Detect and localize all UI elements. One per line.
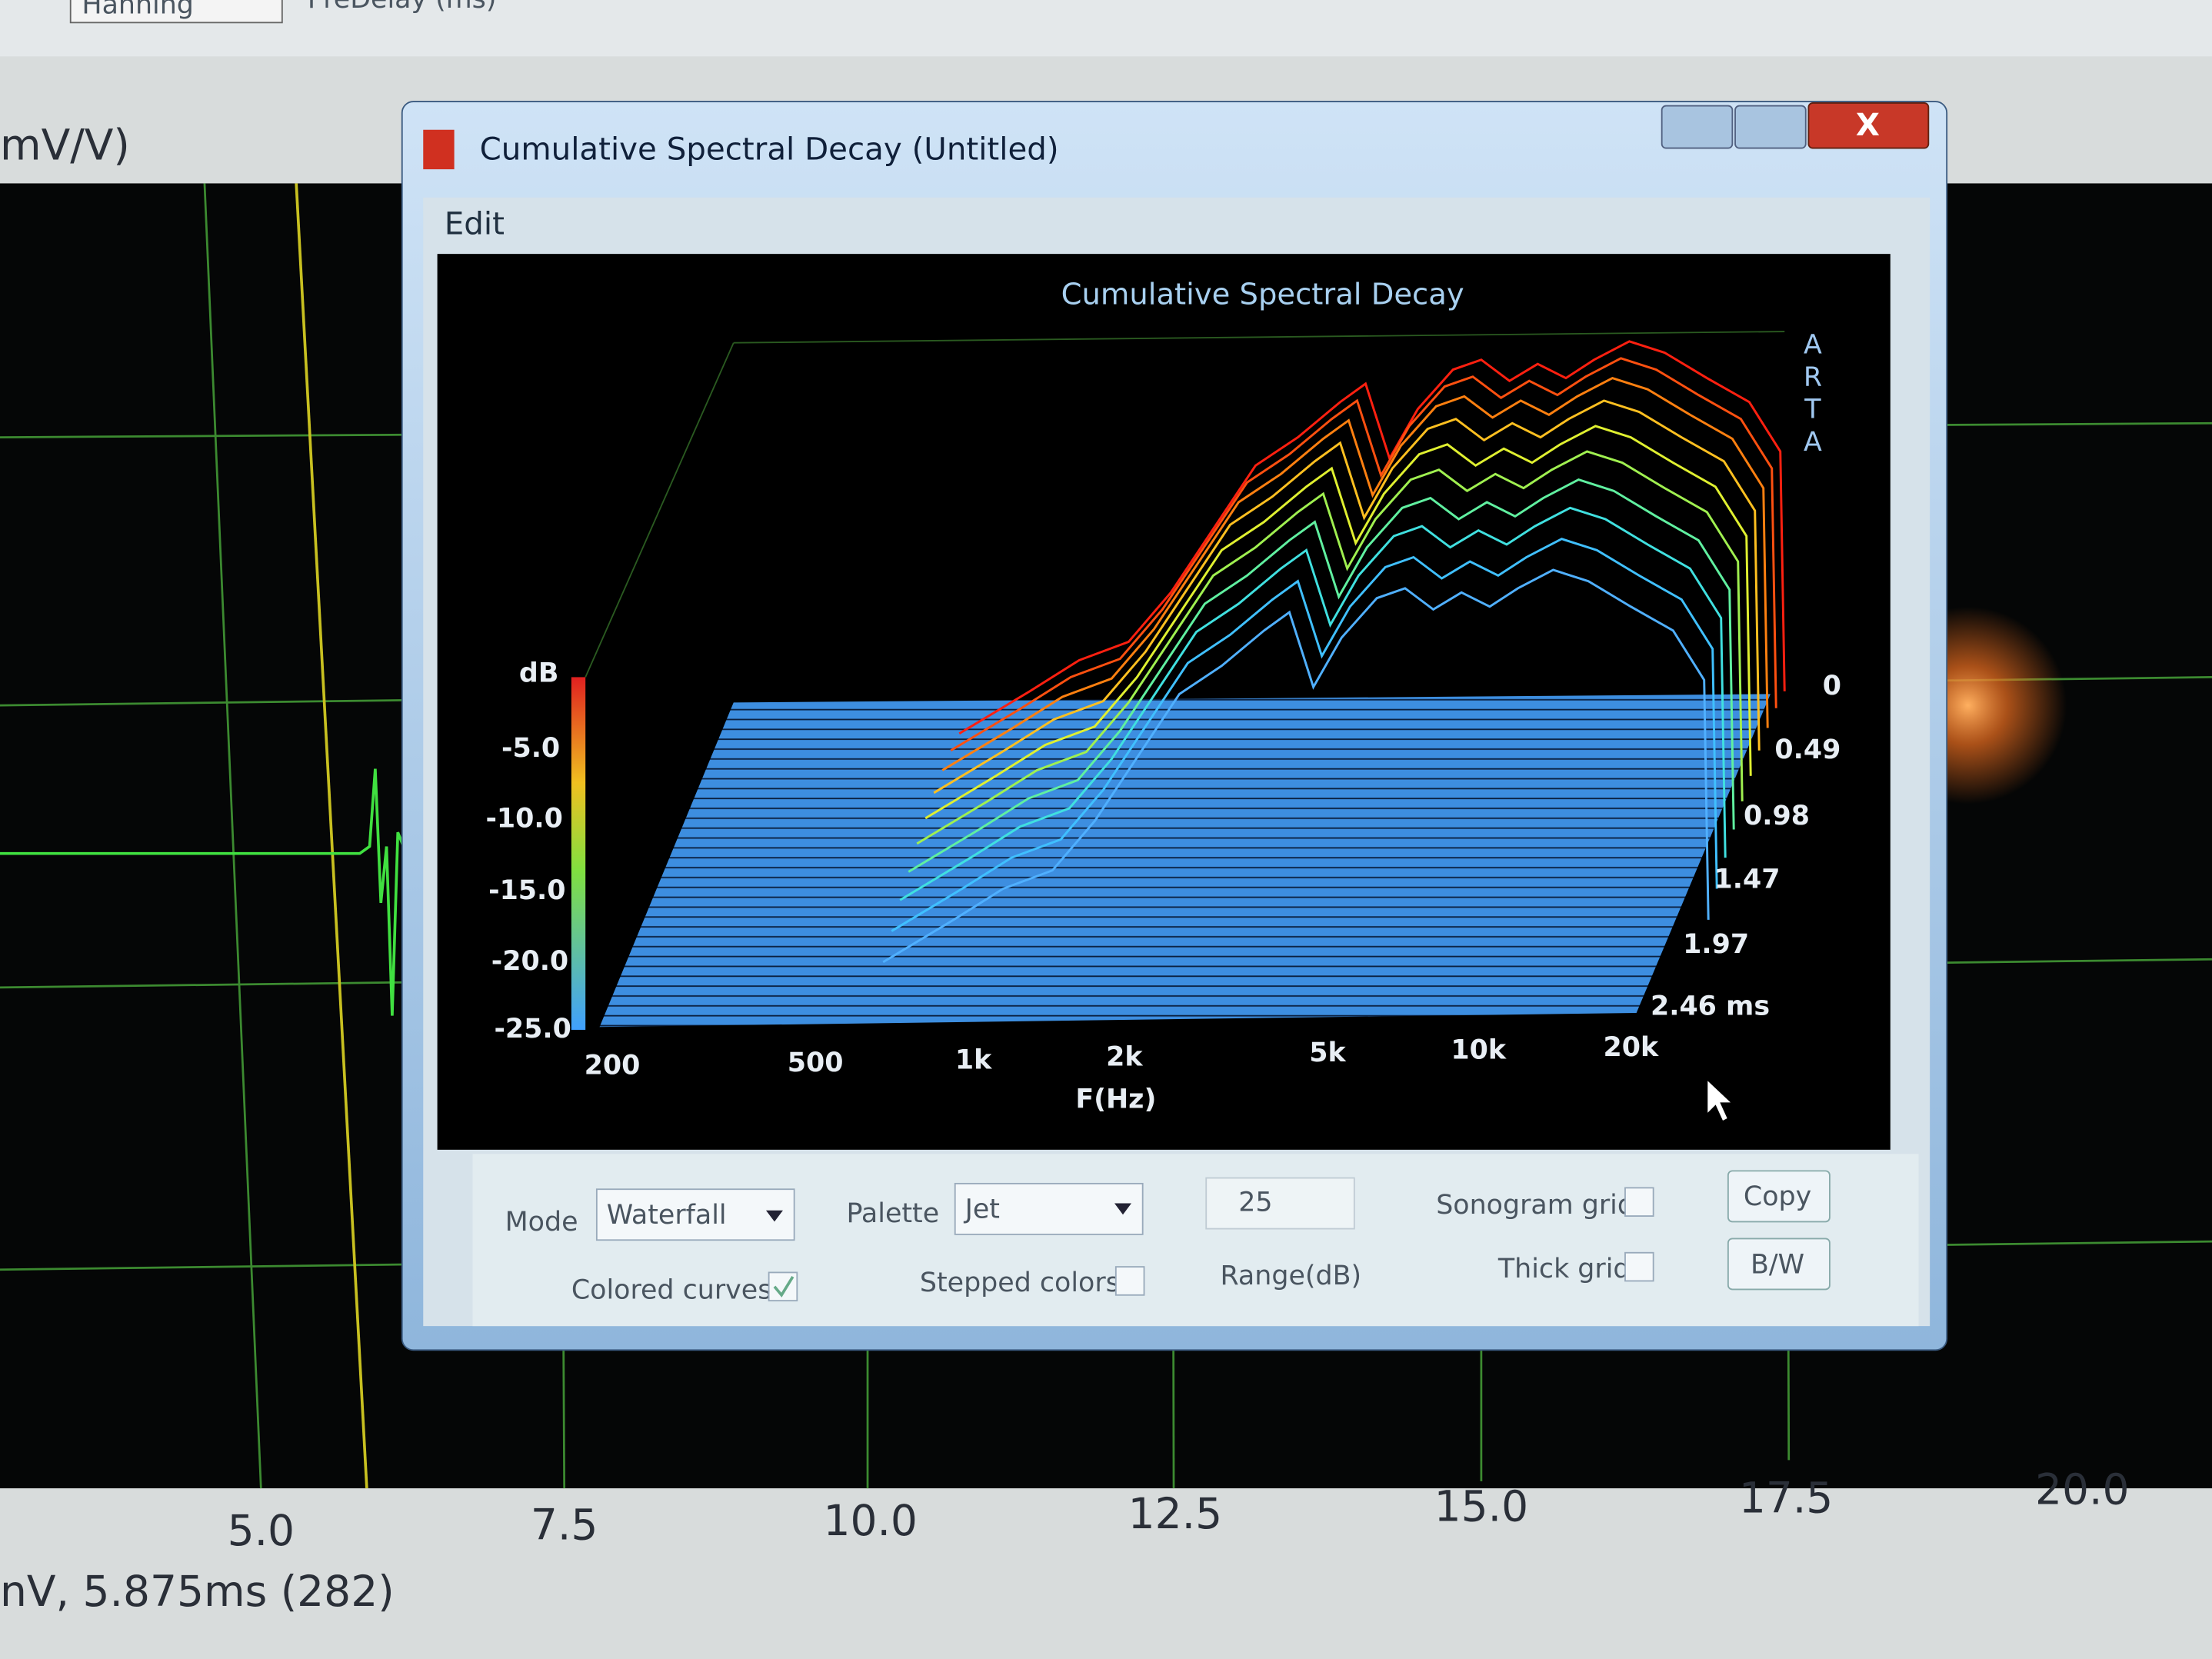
t-tick: 1.97	[1683, 929, 1749, 960]
x-tick: 500	[788, 1048, 844, 1078]
bg-x-tick: 17.5	[1739, 1474, 1834, 1523]
color-scale	[571, 677, 586, 1030]
window-fn: Hanning	[82, 0, 194, 20]
x-tick: 20k	[1603, 1032, 1658, 1063]
plot-title: Cumulative Spectral Decay	[1061, 278, 1464, 312]
window-select[interactable]	[69, 0, 283, 24]
z-tick: -20.0	[491, 946, 568, 977]
checkmark	[773, 1275, 795, 1298]
window-title: Cumulative Spectral Decay (Untitled)	[480, 131, 1059, 167]
bg-x-tick: 20.0	[2035, 1465, 2130, 1514]
range-value: 25	[1238, 1188, 1272, 1218]
toolbar	[0, 0, 2212, 57]
palette-select[interactable]	[954, 1182, 1144, 1235]
z-tick: -10.0	[485, 804, 562, 834]
box-edges	[585, 331, 1785, 678]
t-tick: 0.49	[1774, 735, 1841, 765]
bg-x-tick: 15.0	[1434, 1482, 1529, 1531]
bg-x-tick: 7.5	[531, 1501, 598, 1550]
menu-edit[interactable]: Edit	[445, 205, 505, 242]
mouse-cursor	[1706, 1078, 1734, 1123]
bg-x-tick: 12.5	[1128, 1489, 1222, 1538]
copy-button-label: Copy	[1744, 1181, 1811, 1212]
x-tick: 5k	[1309, 1038, 1346, 1068]
minimize-button[interactable]	[1661, 105, 1734, 149]
z-label: dB	[519, 658, 558, 689]
colored-curves-label: Colored curves	[571, 1274, 772, 1305]
brand-letter: A	[1804, 427, 1822, 458]
dropdown-arrow	[1114, 1203, 1132, 1215]
thick-grid-label: Thick grid	[1497, 1254, 1631, 1284]
range-label: Range(dB)	[1220, 1261, 1361, 1291]
mode-value: Waterfall	[607, 1200, 727, 1231]
brand-letter: R	[1804, 362, 1822, 393]
bg-cursor	[295, 183, 368, 1489]
x-tick: 1k	[955, 1044, 992, 1075]
brand-letter: T	[1804, 395, 1821, 425]
t-tick: 0.98	[1744, 801, 1810, 831]
stepped-colors-label: Stepped colors	[920, 1268, 1120, 1298]
x-tick: 2k	[1106, 1042, 1143, 1073]
range-spinner[interactable]	[1205, 1177, 1355, 1230]
predelay-label: PreDelay (ms)	[308, 0, 497, 15]
t-tick: 1.47	[1714, 864, 1781, 895]
mode-select[interactable]	[595, 1188, 795, 1241]
csd-window: Cumulative Spectral Decay (Untitled) X E…	[401, 101, 1948, 1351]
z-tick: -25.0	[494, 1014, 571, 1044]
bg-x-tick: 10.0	[823, 1496, 918, 1545]
x-label: F(Hz)	[1075, 1084, 1156, 1115]
t-tick: 2.46 ms	[1651, 991, 1770, 1022]
brand: A R T A	[1804, 329, 1822, 458]
z-tick: -5.0	[501, 733, 560, 764]
brand-letter: A	[1804, 329, 1822, 360]
status-bar: nV, 5.875ms (282)	[0, 1567, 395, 1616]
bg-y-unit: mV/V)	[0, 121, 130, 170]
sonogram-grid-label: Sonogram grid	[1436, 1190, 1634, 1221]
dropdown-arrow	[765, 1210, 783, 1222]
bw-button[interactable]	[1727, 1238, 1831, 1291]
t-tick: 0	[1823, 671, 1841, 701]
copy-button[interactable]	[1727, 1170, 1831, 1223]
x-tick: 10k	[1451, 1034, 1506, 1065]
sonogram-grid-checkbox[interactable]	[1624, 1187, 1654, 1217]
close-button[interactable]	[1807, 102, 1930, 149]
x-tick: 200	[585, 1051, 641, 1081]
maximize-button[interactable]	[1734, 105, 1807, 149]
app-icon	[423, 129, 455, 170]
mode-label: Mode	[505, 1207, 578, 1238]
bg-x-tick: 5.0	[228, 1506, 295, 1555]
palette-label: Palette	[847, 1198, 940, 1229]
close-icon: X	[1856, 107, 1880, 143]
z-tick: -15.0	[488, 875, 565, 906]
palette-value: Jet	[964, 1194, 1000, 1225]
stepped-colors-checkbox[interactable]	[1114, 1266, 1145, 1296]
thick-grid-checkbox[interactable]	[1624, 1251, 1654, 1282]
waterfall-floor	[599, 694, 1771, 1028]
bw-button-label: B/W	[1751, 1249, 1804, 1280]
